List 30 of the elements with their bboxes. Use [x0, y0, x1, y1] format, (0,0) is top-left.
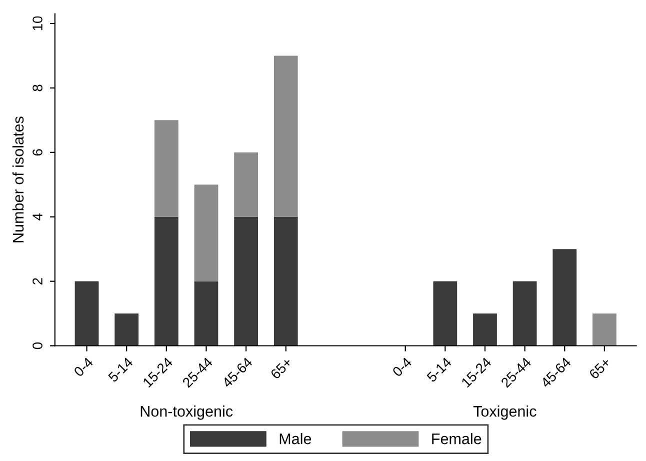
x-tick-label: 0-4: [73, 356, 94, 378]
bar: [154, 216, 178, 346]
y-tick-label: 10: [32, 16, 42, 30]
bar: [194, 184, 218, 282]
bar: [194, 281, 218, 346]
y-tick-label: 6: [32, 149, 42, 156]
legend-label: Male: [280, 433, 312, 444]
x-tick-label: 0-4: [392, 356, 412, 378]
x-tick-label: 65+: [588, 356, 612, 380]
y-tick-label: 8: [32, 84, 42, 92]
bar: [512, 281, 537, 346]
bar: [154, 120, 178, 217]
text: Toxigenic: [473, 405, 536, 420]
bar: [234, 152, 258, 217]
y-tick-label: 2: [32, 278, 42, 284]
bar: [552, 249, 577, 346]
bar: [114, 314, 139, 346]
x-tick-label: 65+: [270, 356, 293, 380]
legend-label: Female: [432, 433, 482, 444]
bar: [274, 216, 298, 346]
y-tick-label: 0: [32, 342, 42, 350]
bar: [592, 314, 616, 346]
bar: [274, 56, 298, 217]
bar: [234, 216, 258, 346]
y-tick-label: 4: [32, 213, 42, 220]
bar: [473, 314, 497, 346]
bar: [74, 281, 99, 346]
text: Non-toxigenic: [140, 405, 233, 420]
y-axis-title: Number of isolates: [12, 116, 24, 242]
bar: [433, 281, 458, 346]
